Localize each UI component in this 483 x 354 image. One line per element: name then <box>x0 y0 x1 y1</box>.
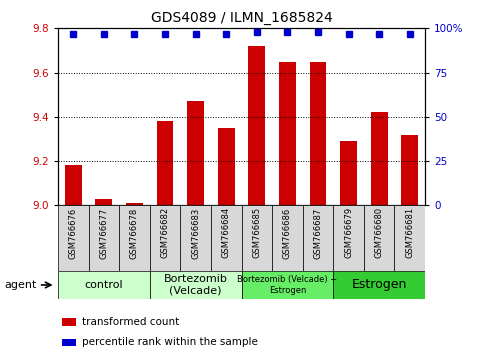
Text: GSM766686: GSM766686 <box>283 207 292 258</box>
Text: GSM766676: GSM766676 <box>69 207 78 258</box>
Bar <box>156 121 173 205</box>
Bar <box>62 338 76 346</box>
FancyBboxPatch shape <box>58 205 88 271</box>
FancyBboxPatch shape <box>88 205 119 271</box>
Text: Bortezomib (Velcade) +
Estrogen: Bortezomib (Velcade) + Estrogen <box>237 275 338 295</box>
FancyBboxPatch shape <box>303 205 333 271</box>
Text: GSM766680: GSM766680 <box>375 207 384 258</box>
Bar <box>401 135 418 205</box>
FancyBboxPatch shape <box>364 205 395 271</box>
FancyBboxPatch shape <box>150 271 242 299</box>
Text: control: control <box>85 280 123 290</box>
Bar <box>96 199 112 205</box>
Bar <box>126 203 143 205</box>
Bar <box>279 62 296 205</box>
Bar <box>310 62 327 205</box>
FancyBboxPatch shape <box>58 271 150 299</box>
Text: GSM766683: GSM766683 <box>191 207 200 258</box>
Text: GSM766677: GSM766677 <box>99 207 108 258</box>
Text: GSM766679: GSM766679 <box>344 207 353 258</box>
Bar <box>62 318 76 326</box>
FancyBboxPatch shape <box>272 205 303 271</box>
Bar <box>65 165 82 205</box>
Text: GSM766678: GSM766678 <box>130 207 139 258</box>
FancyBboxPatch shape <box>150 205 180 271</box>
Bar <box>248 46 265 205</box>
Text: GSM766684: GSM766684 <box>222 207 231 258</box>
Text: Estrogen: Estrogen <box>352 279 407 291</box>
FancyBboxPatch shape <box>333 271 425 299</box>
Text: GSM766681: GSM766681 <box>405 207 414 258</box>
Text: transformed count: transformed count <box>82 317 179 327</box>
Bar <box>218 128 235 205</box>
FancyBboxPatch shape <box>242 271 333 299</box>
Text: GSM766687: GSM766687 <box>313 207 323 258</box>
Bar <box>371 112 387 205</box>
Text: percentile rank within the sample: percentile rank within the sample <box>82 337 258 347</box>
FancyBboxPatch shape <box>395 205 425 271</box>
FancyBboxPatch shape <box>211 205 242 271</box>
Text: GSM766682: GSM766682 <box>160 207 170 258</box>
FancyBboxPatch shape <box>180 205 211 271</box>
FancyBboxPatch shape <box>242 205 272 271</box>
Text: Bortezomib
(Velcade): Bortezomib (Velcade) <box>164 274 227 296</box>
FancyBboxPatch shape <box>119 205 150 271</box>
Text: GSM766685: GSM766685 <box>252 207 261 258</box>
Bar <box>187 101 204 205</box>
Text: GDS4089 / ILMN_1685824: GDS4089 / ILMN_1685824 <box>151 11 332 25</box>
FancyBboxPatch shape <box>333 205 364 271</box>
Bar <box>340 141 357 205</box>
Text: agent: agent <box>5 280 37 290</box>
